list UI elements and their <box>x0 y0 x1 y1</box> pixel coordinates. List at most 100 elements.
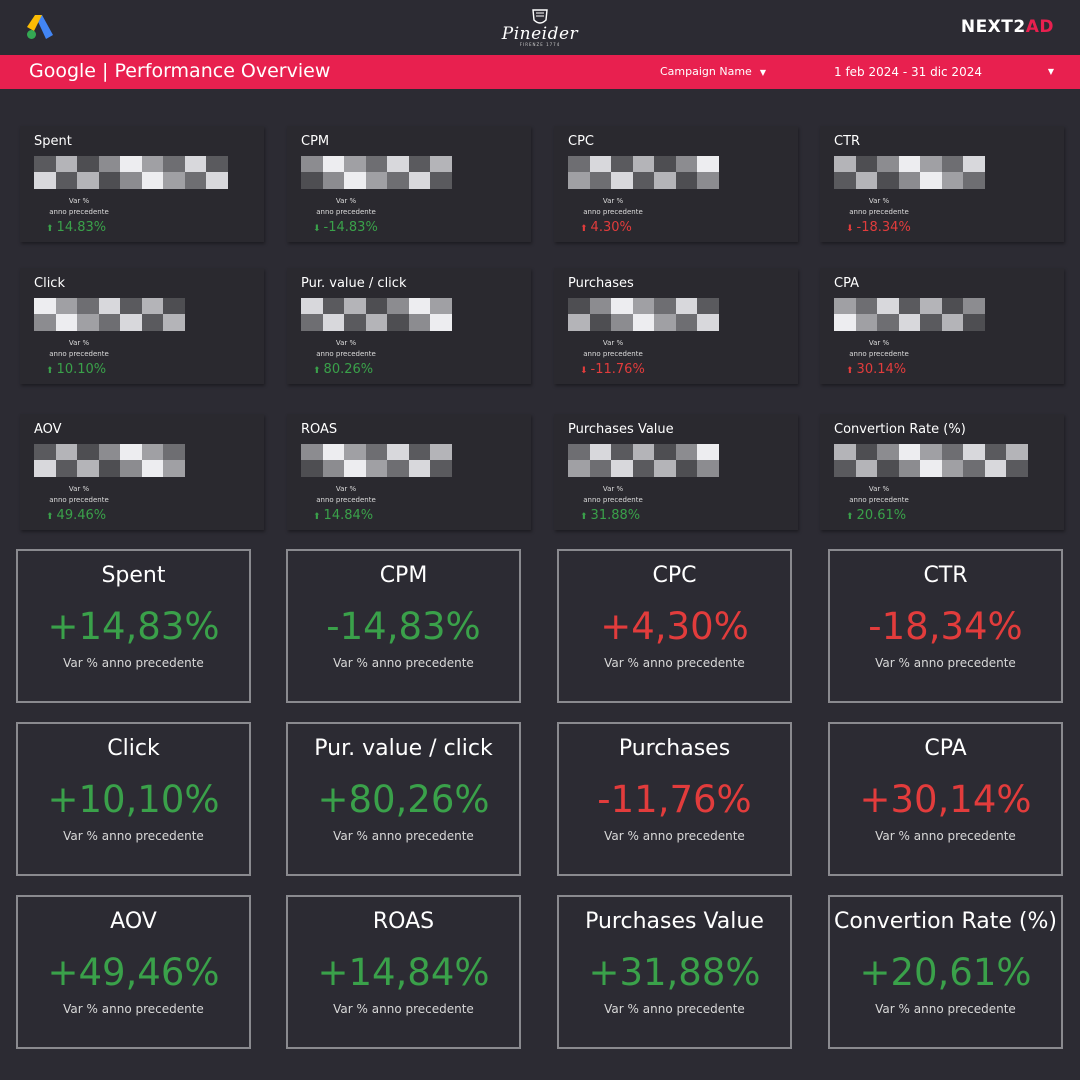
brand-script: Pineider <box>501 24 579 44</box>
var-caption-line2: anno precedente <box>316 496 376 504</box>
crest-icon <box>532 9 548 24</box>
metric-card-large: CPM -14,83% Var % anno precedente <box>286 549 521 703</box>
metric-change-value: -11,76% <box>597 778 752 821</box>
top-bar: Pineider FIRENZE 1774 NEXT2AD <box>0 0 1080 55</box>
metric-caption: Var % anno precedente <box>333 1002 474 1016</box>
arrow-up-icon: ⬆ <box>46 224 54 234</box>
metric-caption: Var % anno precedente <box>604 656 745 670</box>
change-text: -11.76% <box>590 362 645 377</box>
metric-change-value: +30,14% <box>859 778 1032 821</box>
var-caption: Var % anno precedente <box>834 484 924 506</box>
redacted-value <box>34 444 185 477</box>
metric-card-small: Purchases Value Var % anno precedente ⬆ 31.8… <box>554 414 798 530</box>
metric-title: CPA <box>924 736 967 761</box>
var-caption: Var % anno precedente <box>301 338 391 360</box>
change-text: 10.10% <box>56 362 107 377</box>
metric-change-value: +14,83% <box>47 605 220 648</box>
metric-title: CPM <box>301 134 330 149</box>
metric-card-large: Convertion Rate (%) +20,61% Var % anno pre… <box>828 895 1063 1049</box>
metric-title: Pur. value / click <box>301 276 407 291</box>
var-caption: Var % anno precedente <box>834 338 924 360</box>
metric-title: ROAS <box>301 422 338 437</box>
metric-change-value: +10,10% <box>47 778 220 821</box>
var-caption-line2: anno precedente <box>849 208 909 216</box>
redacted-value <box>34 156 228 189</box>
metric-title: CTR <box>923 563 968 588</box>
change-text: 31.88% <box>590 508 641 523</box>
change-value: ⬆ 14.84% <box>313 508 373 523</box>
metric-title: CPC <box>652 563 697 588</box>
var-caption-line2: anno precedente <box>583 208 643 216</box>
var-caption-line1: Var % <box>335 485 357 493</box>
metric-title: ROAS <box>372 909 435 934</box>
metric-card-large: Click +10,10% Var % anno precedente <box>16 722 251 876</box>
var-caption: Var % anno precedente <box>34 196 124 218</box>
var-caption: Var % anno precedente <box>301 196 391 218</box>
arrow-up-icon: ⬆ <box>580 512 588 522</box>
arrow-up-icon: ⬆ <box>313 512 321 522</box>
caret-down-icon: ▼ <box>1047 67 1054 76</box>
metric-change-value: +80,26% <box>317 778 490 821</box>
change-text: -18.34% <box>856 220 911 235</box>
arrow-down-icon: ⬇ <box>846 224 854 234</box>
metric-card-large: Pur. value / click +80,26% Var % anno prec… <box>286 722 521 876</box>
redacted-value <box>568 298 719 331</box>
var-caption-line2: anno precedente <box>316 208 376 216</box>
arrow-up-icon: ⬆ <box>846 366 854 376</box>
var-caption-line1: Var % <box>868 197 890 205</box>
metric-caption: Var % anno precedente <box>63 656 204 670</box>
metric-title: CPC <box>568 134 594 149</box>
change-text: -14.83% <box>323 220 378 235</box>
change-text: 4.30% <box>590 220 632 235</box>
redacted-value <box>301 298 452 331</box>
redacted-value <box>568 156 719 189</box>
redacted-value <box>834 444 1028 477</box>
change-text: 14.84% <box>323 508 374 523</box>
page-title: Google | Performance Overview <box>29 60 331 82</box>
metric-card-small: Convertion Rate (%) Var % anno precedente ⬆… <box>820 414 1064 530</box>
next2ad-logo: NEXT2AD <box>961 17 1054 37</box>
metric-card-small: Purchases Var % anno precedente ⬇ -11.76% <box>554 268 798 384</box>
var-caption-line1: Var % <box>868 339 890 347</box>
redacted-value <box>301 156 452 189</box>
metric-title: Convertion Rate (%) <box>834 422 966 437</box>
metric-card-small: Spent Var % anno precedente ⬆ 14.83% <box>20 126 264 242</box>
change-value: ⬆ 49.46% <box>46 508 106 523</box>
metric-caption: Var % anno precedente <box>875 656 1016 670</box>
metric-title: Pur. value / click <box>314 736 493 761</box>
var-caption-line2: anno precedente <box>316 350 376 358</box>
var-caption: Var % anno precedente <box>568 338 658 360</box>
metric-change-value: +14,84% <box>317 951 490 994</box>
metric-card-small: ROAS Var % anno precedente ⬆ 14.84% <box>287 414 531 530</box>
metric-title: Purchases Value <box>585 909 764 934</box>
change-text: 80.26% <box>323 362 374 377</box>
metric-card-small: Pur. value / click Var % anno precedente ⬆ 8… <box>287 268 531 384</box>
caret-down-icon: ▼ <box>759 67 766 77</box>
var-caption-line1: Var % <box>868 485 890 493</box>
metric-card-small: Click Var % anno precedente ⬆ 10.10% <box>20 268 264 384</box>
change-text: 49.46% <box>56 508 107 523</box>
change-value: ⬆ 31.88% <box>580 508 640 523</box>
change-value: ⬇ -11.76% <box>580 362 645 377</box>
var-caption-line1: Var % <box>335 339 357 347</box>
arrow-up-icon: ⬆ <box>46 366 54 376</box>
metric-title: Spent <box>101 563 166 588</box>
var-caption: Var % anno precedente <box>34 338 124 360</box>
metric-title: Click <box>107 736 160 761</box>
arrow-up-icon: ⬆ <box>846 512 854 522</box>
redacted-value <box>834 156 985 189</box>
metric-caption: Var % anno precedente <box>875 1002 1016 1016</box>
change-value: ⬆ 10.10% <box>46 362 106 377</box>
metric-title: CPA <box>834 276 859 291</box>
date-range-picker[interactable]: 1 feb 2024 - 31 dic 2024 ▼ <box>834 65 1054 79</box>
metric-change-value: +49,46% <box>47 951 220 994</box>
metric-title: Purchases Value <box>568 422 674 437</box>
metric-caption: Var % anno precedente <box>63 829 204 843</box>
change-value: ⬆ 4.30% <box>580 220 632 235</box>
campaign-filter-dropdown[interactable]: Campaign Name ▼ <box>660 65 766 78</box>
redacted-value <box>34 298 185 331</box>
var-caption-line2: anno precedente <box>849 496 909 504</box>
metric-title: Click <box>34 276 65 291</box>
var-caption-line2: anno precedente <box>583 350 643 358</box>
pineider-logo: Pineider FIRENZE 1774 <box>480 8 600 50</box>
